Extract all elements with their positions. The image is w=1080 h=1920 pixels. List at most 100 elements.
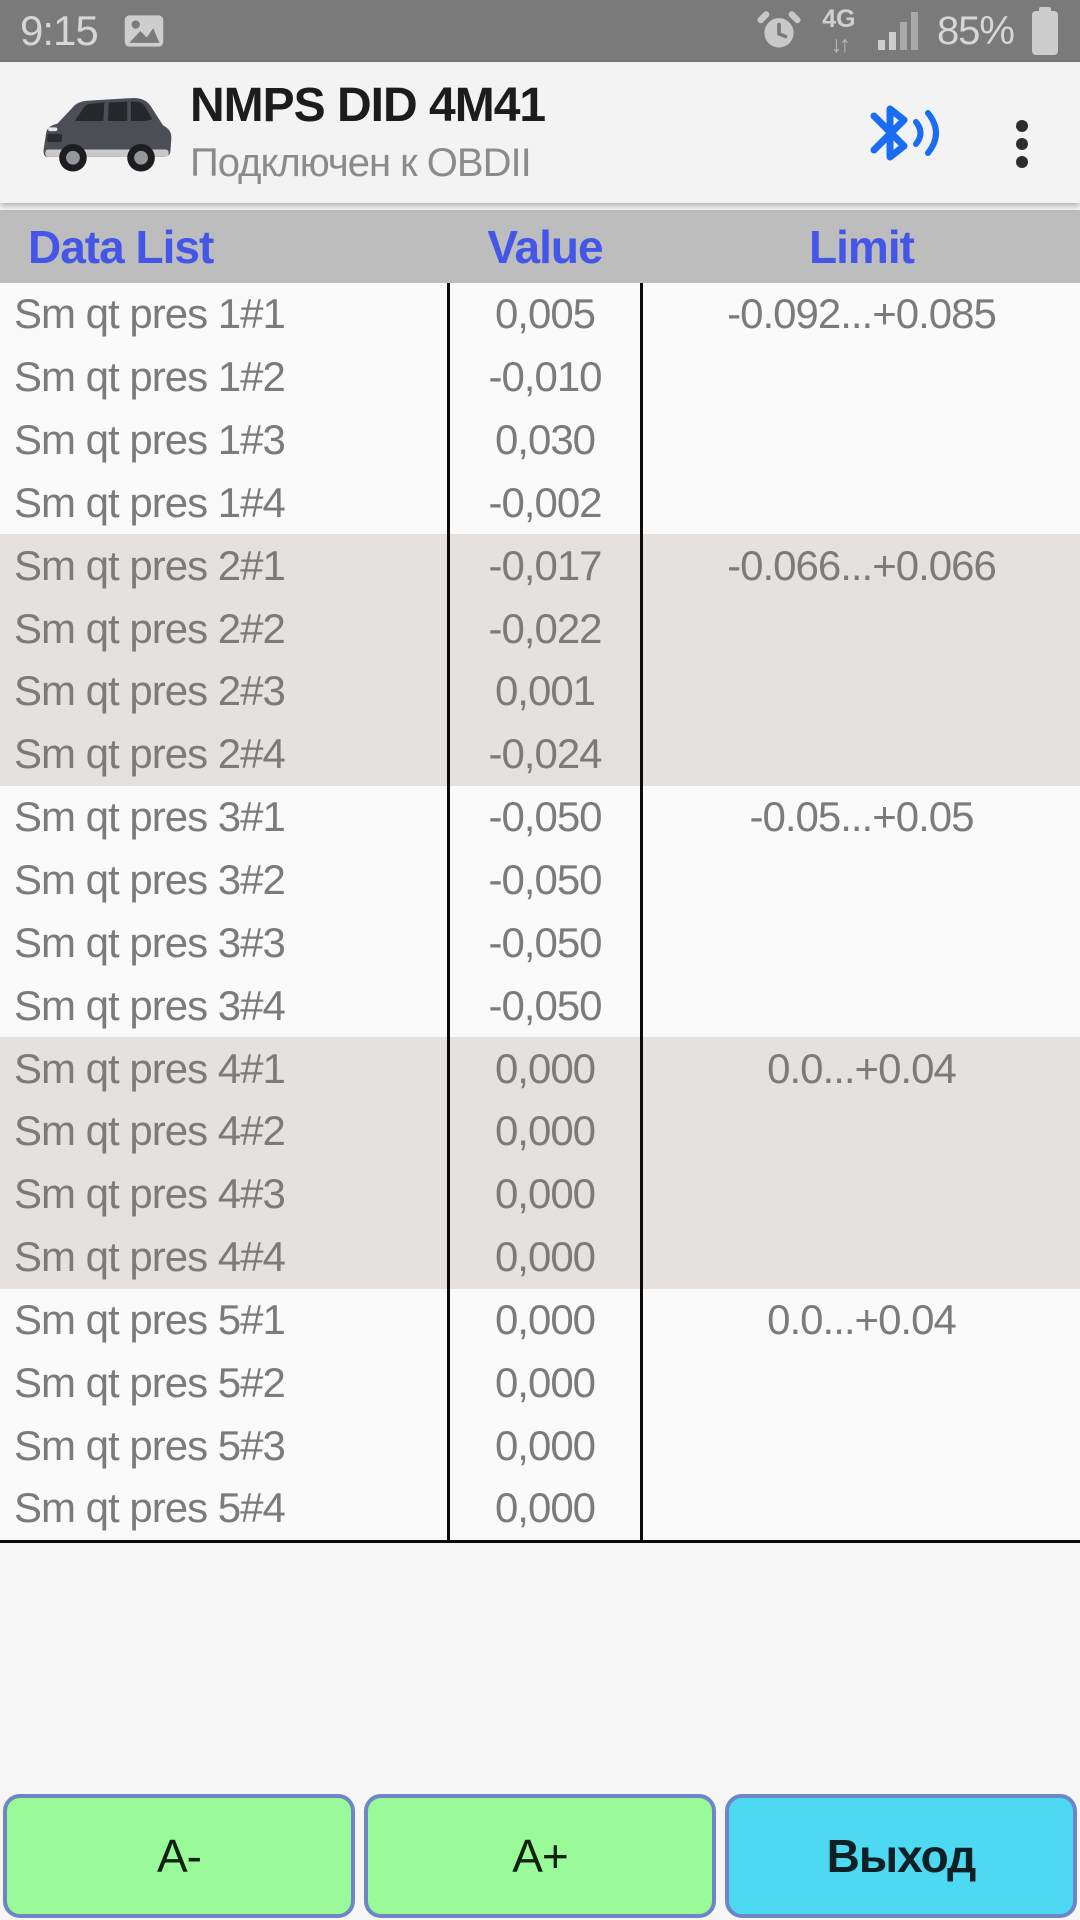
table-row: Sm qt pres 4#3 0,000 (0, 1162, 1080, 1226)
row-label: Sm qt pres 4#4 (14, 1233, 286, 1281)
row-value: -0,050 (447, 785, 643, 849)
row-limit (643, 1226, 1080, 1289)
row-limit (643, 597, 1080, 660)
button-bar: A- A+ Выход (3, 1794, 1077, 1918)
table-row: Sm qt pres 3#2 -0,050 (0, 848, 1080, 912)
row-value: -0,017 (447, 534, 643, 598)
row-value: 0,000 (447, 1414, 643, 1478)
table-row: Sm qt pres 5#1 0,000 0.0...+0.04 (0, 1288, 1080, 1352)
table-row: Sm qt pres 4#1 0,000 0.0...+0.04 (0, 1037, 1080, 1100)
table-row: Sm qt pres 1#4 -0,002 (0, 471, 1080, 535)
a-minus-button[interactable]: A- (3, 1794, 355, 1918)
table-row: Sm qt pres 1#2 -0,010 (0, 345, 1080, 409)
row-value: -0,050 (447, 848, 643, 912)
table-row: Sm qt pres 5#4 0,000 (0, 1477, 1080, 1540)
row-limit (643, 974, 1080, 1037)
column-header-limit: Limit (809, 220, 915, 273)
connection-status: Подключен к OBDII (190, 141, 532, 185)
network-type-indicator: 4G ↓↑ (817, 4, 861, 57)
row-label: Sm qt pres 2#2 (14, 604, 286, 652)
row-value: 0,000 (447, 1225, 643, 1289)
row-value: 0,000 (447, 1288, 643, 1352)
row-label: Sm qt pres 5#3 (14, 1421, 286, 1469)
row-limit: -0.05...+0.05 (749, 793, 974, 841)
table-row: Sm qt pres 5#2 0,000 (0, 1351, 1080, 1415)
table-row: Sm qt pres 4#4 0,000 (0, 1225, 1080, 1289)
row-value: 0,000 (447, 1099, 643, 1163)
row-label: Sm qt pres 4#2 (14, 1107, 286, 1155)
row-limit: 0.0...+0.04 (767, 1295, 957, 1343)
a-plus-button[interactable]: A+ (364, 1794, 716, 1918)
row-limit: 0.0...+0.04 (767, 1044, 957, 1092)
row-label: Sm qt pres 2#3 (14, 667, 286, 715)
overflow-menu-button[interactable] (1002, 112, 1042, 176)
row-label: Sm qt pres 4#1 (14, 1044, 286, 1092)
image-notification-icon (124, 15, 163, 47)
row-value: -0,010 (447, 345, 643, 409)
row-limit (643, 409, 1080, 472)
row-limit (643, 472, 1080, 535)
row-limit (643, 346, 1080, 409)
row-label: Sm qt pres 1#4 (14, 478, 286, 526)
row-limit (643, 723, 1080, 786)
table-row: Sm qt pres 5#3 0,000 (0, 1414, 1080, 1478)
vehicle-photo (43, 97, 172, 172)
battery-percent: 85% (936, 8, 1015, 53)
row-value: 0,000 (447, 1477, 643, 1540)
status-time: 9:15 (20, 7, 99, 54)
row-label: Sm qt pres 1#3 (14, 416, 286, 464)
row-value: 0,000 (447, 1162, 643, 1226)
table-row: Sm qt pres 2#4 -0,024 (0, 722, 1080, 786)
row-label: Sm qt pres 2#4 (14, 730, 286, 778)
data-table: Sm qt pres 1#1 0,005 -0.092...+0.085 Sm qt … (0, 283, 1080, 1543)
row-value: -0,024 (447, 722, 643, 786)
row-label: Sm qt pres 5#1 (14, 1295, 286, 1343)
status-bar-right: 4G ↓↑ 85% (757, 6, 1060, 56)
data-transfer-arrows-icon: ↓↑ (830, 30, 850, 57)
row-label: Sm qt pres 5#4 (14, 1484, 286, 1532)
table-row: Sm qt pres 2#3 0,001 (0, 660, 1080, 723)
row-value: 0,001 (447, 660, 643, 723)
app-title: NMPS DID 4M41 (190, 79, 546, 132)
row-label: Sm qt pres 1#2 (14, 353, 286, 401)
table-row: Sm qt pres 4#2 0,000 (0, 1099, 1080, 1163)
row-label: Sm qt pres 5#2 (14, 1358, 286, 1406)
network-type-label: 4G (822, 4, 856, 33)
column-header-value: Value (487, 220, 603, 273)
title-block: NMPS DID 4M41 Подключен к OBDII (190, 78, 546, 186)
row-label: Sm qt pres 2#1 (14, 541, 286, 589)
row-value: -0,050 (447, 974, 643, 1038)
row-limit (643, 911, 1080, 974)
row-value: 0,000 (447, 1037, 643, 1100)
row-limit (643, 660, 1080, 723)
row-label: Sm qt pres 3#3 (14, 918, 286, 966)
row-limit (643, 1477, 1080, 1540)
table-row: Sm qt pres 3#4 -0,050 (0, 974, 1080, 1038)
bluetooth-connected-icon[interactable] (852, 94, 948, 174)
row-limit (643, 1100, 1080, 1163)
status-bar: 9:15 4G ↓↑ 85% (0, 0, 1080, 62)
row-limit (643, 1351, 1080, 1414)
row-value: 0,000 (447, 1351, 643, 1415)
column-header-data-list: Data List (28, 220, 214, 273)
app-header: NMPS DID 4M41 Подключен к OBDII (0, 62, 1080, 203)
row-label: Sm qt pres 1#1 (14, 290, 286, 338)
status-bar-left: 9:15 (20, 7, 166, 55)
signal-strength-icon (877, 12, 918, 50)
row-value: -0,022 (447, 597, 643, 661)
row-value: 0,005 (447, 283, 643, 346)
row-label: Sm qt pres 3#4 (14, 981, 286, 1029)
table-row: Sm qt pres 1#3 0,030 (0, 408, 1080, 472)
table-row: Sm qt pres 2#2 -0,022 (0, 597, 1080, 661)
row-limit: -0.066...+0.066 (727, 541, 997, 589)
row-label: Sm qt pres 3#1 (14, 793, 286, 841)
row-label: Sm qt pres 4#3 (14, 1170, 286, 1218)
battery-icon (1032, 7, 1058, 55)
table-header: Data List Value Limit (0, 210, 1080, 283)
exit-button[interactable]: Выход (725, 1794, 1077, 1918)
table-row: Sm qt pres 1#1 0,005 -0.092...+0.085 (0, 283, 1080, 346)
row-value: -0,002 (447, 471, 643, 535)
row-limit (643, 1414, 1080, 1477)
table-row: Sm qt pres 2#1 -0,017 -0.066...+0.066 (0, 534, 1080, 598)
